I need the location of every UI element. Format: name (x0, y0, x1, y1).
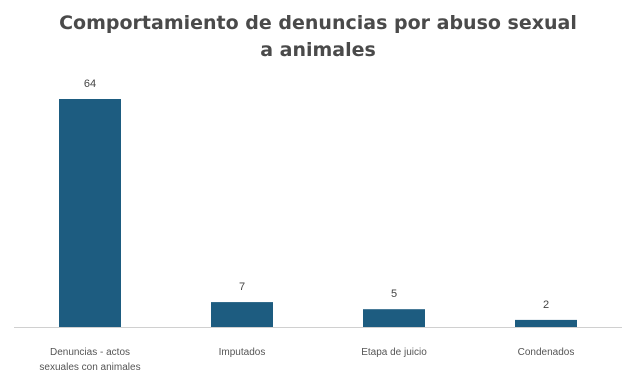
data-label-2: 5 (391, 288, 397, 300)
category-label-3: Condenados (518, 347, 575, 358)
chart-title-line-2: a animales (260, 39, 376, 61)
category-label-0: Denuncias - actos sexuales con animales (39, 347, 140, 373)
data-label-1: 7 (239, 281, 245, 293)
bar-0 (59, 99, 121, 327)
bar-3 (515, 319, 577, 327)
data-label-0: 64 (84, 78, 96, 90)
chart-title-line-1: Comportamiento de denuncias por abuso se… (59, 12, 577, 34)
bar-2 (363, 309, 425, 327)
data-label-3: 2 (543, 299, 549, 311)
category-label-1: Imputados (219, 347, 266, 358)
chart-title: Comportamiento de denuncias por abuso se… (0, 10, 636, 64)
category-label-2: Etapa de juicio (361, 347, 427, 358)
bar-1 (211, 302, 273, 327)
